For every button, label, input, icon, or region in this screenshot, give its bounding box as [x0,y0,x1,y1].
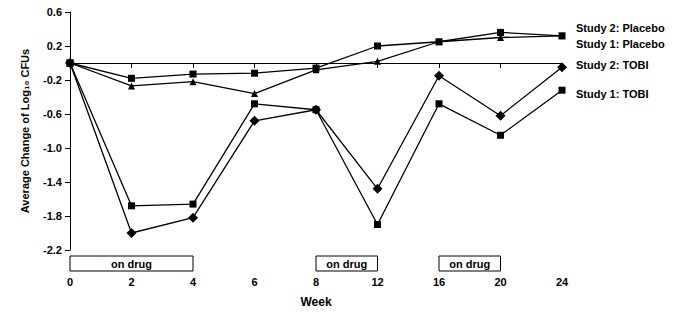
svg-text:Study 2: TOBI: Study 2: TOBI [576,59,649,71]
svg-text:6: 6 [251,276,257,288]
svg-text:Average Change of Log₁₀ CFUs: Average Change of Log₁₀ CFUs [19,49,31,213]
svg-text:-1.0: -1.0 [43,142,62,154]
svg-text:Study 1: Placebo: Study 1: Placebo [576,38,665,50]
svg-text:20: 20 [494,276,506,288]
svg-text:0.6: 0.6 [47,6,62,18]
svg-text:0.2: 0.2 [47,40,62,52]
svg-text:-2.2: -2.2 [43,244,62,256]
svg-text:on drug: on drug [326,258,367,270]
svg-text:-1.8: -1.8 [43,210,62,222]
svg-text:on drug: on drug [449,258,490,270]
svg-text:4: 4 [190,276,197,288]
svg-text:Week: Week [300,295,331,309]
svg-text:on drug: on drug [111,258,152,270]
svg-text:-1.4: -1.4 [43,176,63,188]
svg-text:Study 2: Placebo: Study 2: Placebo [576,22,665,34]
svg-text:8: 8 [313,276,319,288]
svg-text:-0.6: -0.6 [43,108,62,120]
svg-text:-0.2: -0.2 [43,74,62,86]
svg-text:12: 12 [371,276,383,288]
svg-text:24: 24 [556,276,569,288]
svg-text:0: 0 [67,276,73,288]
svg-text:Study 1: TOBI: Study 1: TOBI [576,88,649,100]
svg-text:2: 2 [128,276,134,288]
svg-text:16: 16 [433,276,445,288]
